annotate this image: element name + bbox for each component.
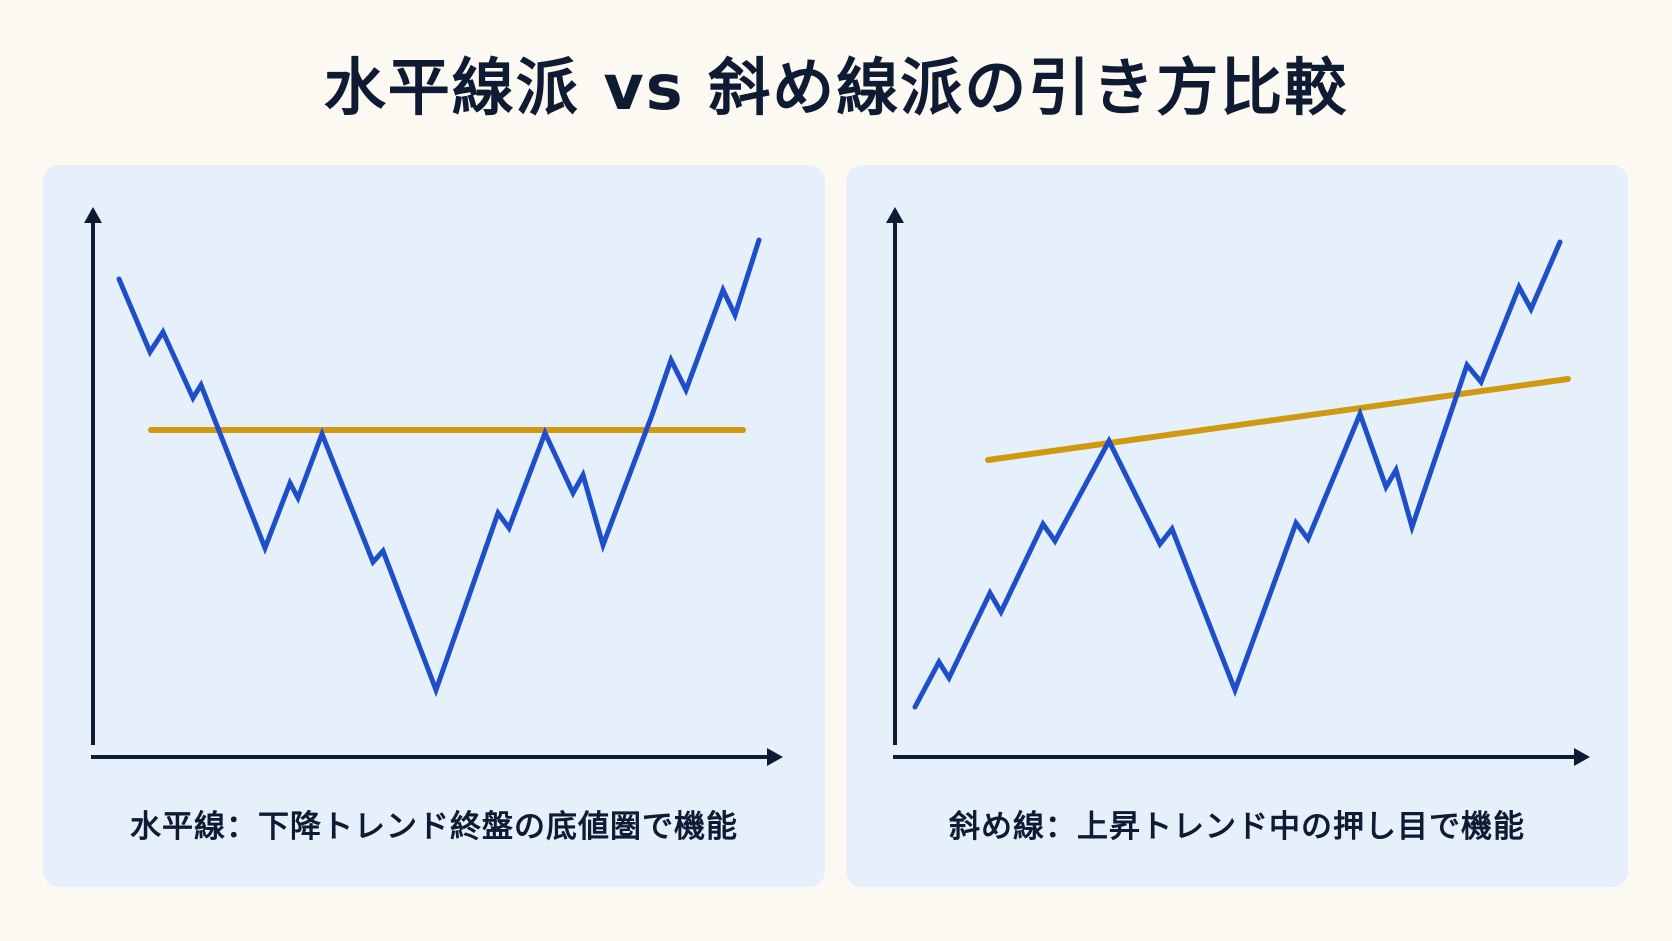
axes [84,207,783,766]
x-axis-arrow [1574,748,1590,766]
horizontal-line-panel: 水平線：下降トレンド終盤の底値圏で機能 [43,165,825,887]
horizontal-line-caption: 水平線：下降トレンド終盤の底値圏で機能 [130,809,738,845]
diagonal-line-panel: 斜め線：上昇トレンド中の押し目で機能 [846,165,1628,887]
y-axis-arrow [886,207,904,223]
price-line [912,239,1563,710]
x-axis-arrow [767,748,783,766]
diagonal-line-chart [886,207,1590,766]
price-line [116,237,762,698]
axes [886,207,1590,766]
diagonal-trend-line [985,376,1571,463]
diagonal-line-caption: 斜め線：上昇トレンド中の押し目で機能 [949,809,1525,845]
page-title: 水平線派 vs 斜め線派の引き方比較 [323,51,1349,124]
y-axis-arrow [84,207,102,223]
horizontal-line-chart [84,207,783,766]
